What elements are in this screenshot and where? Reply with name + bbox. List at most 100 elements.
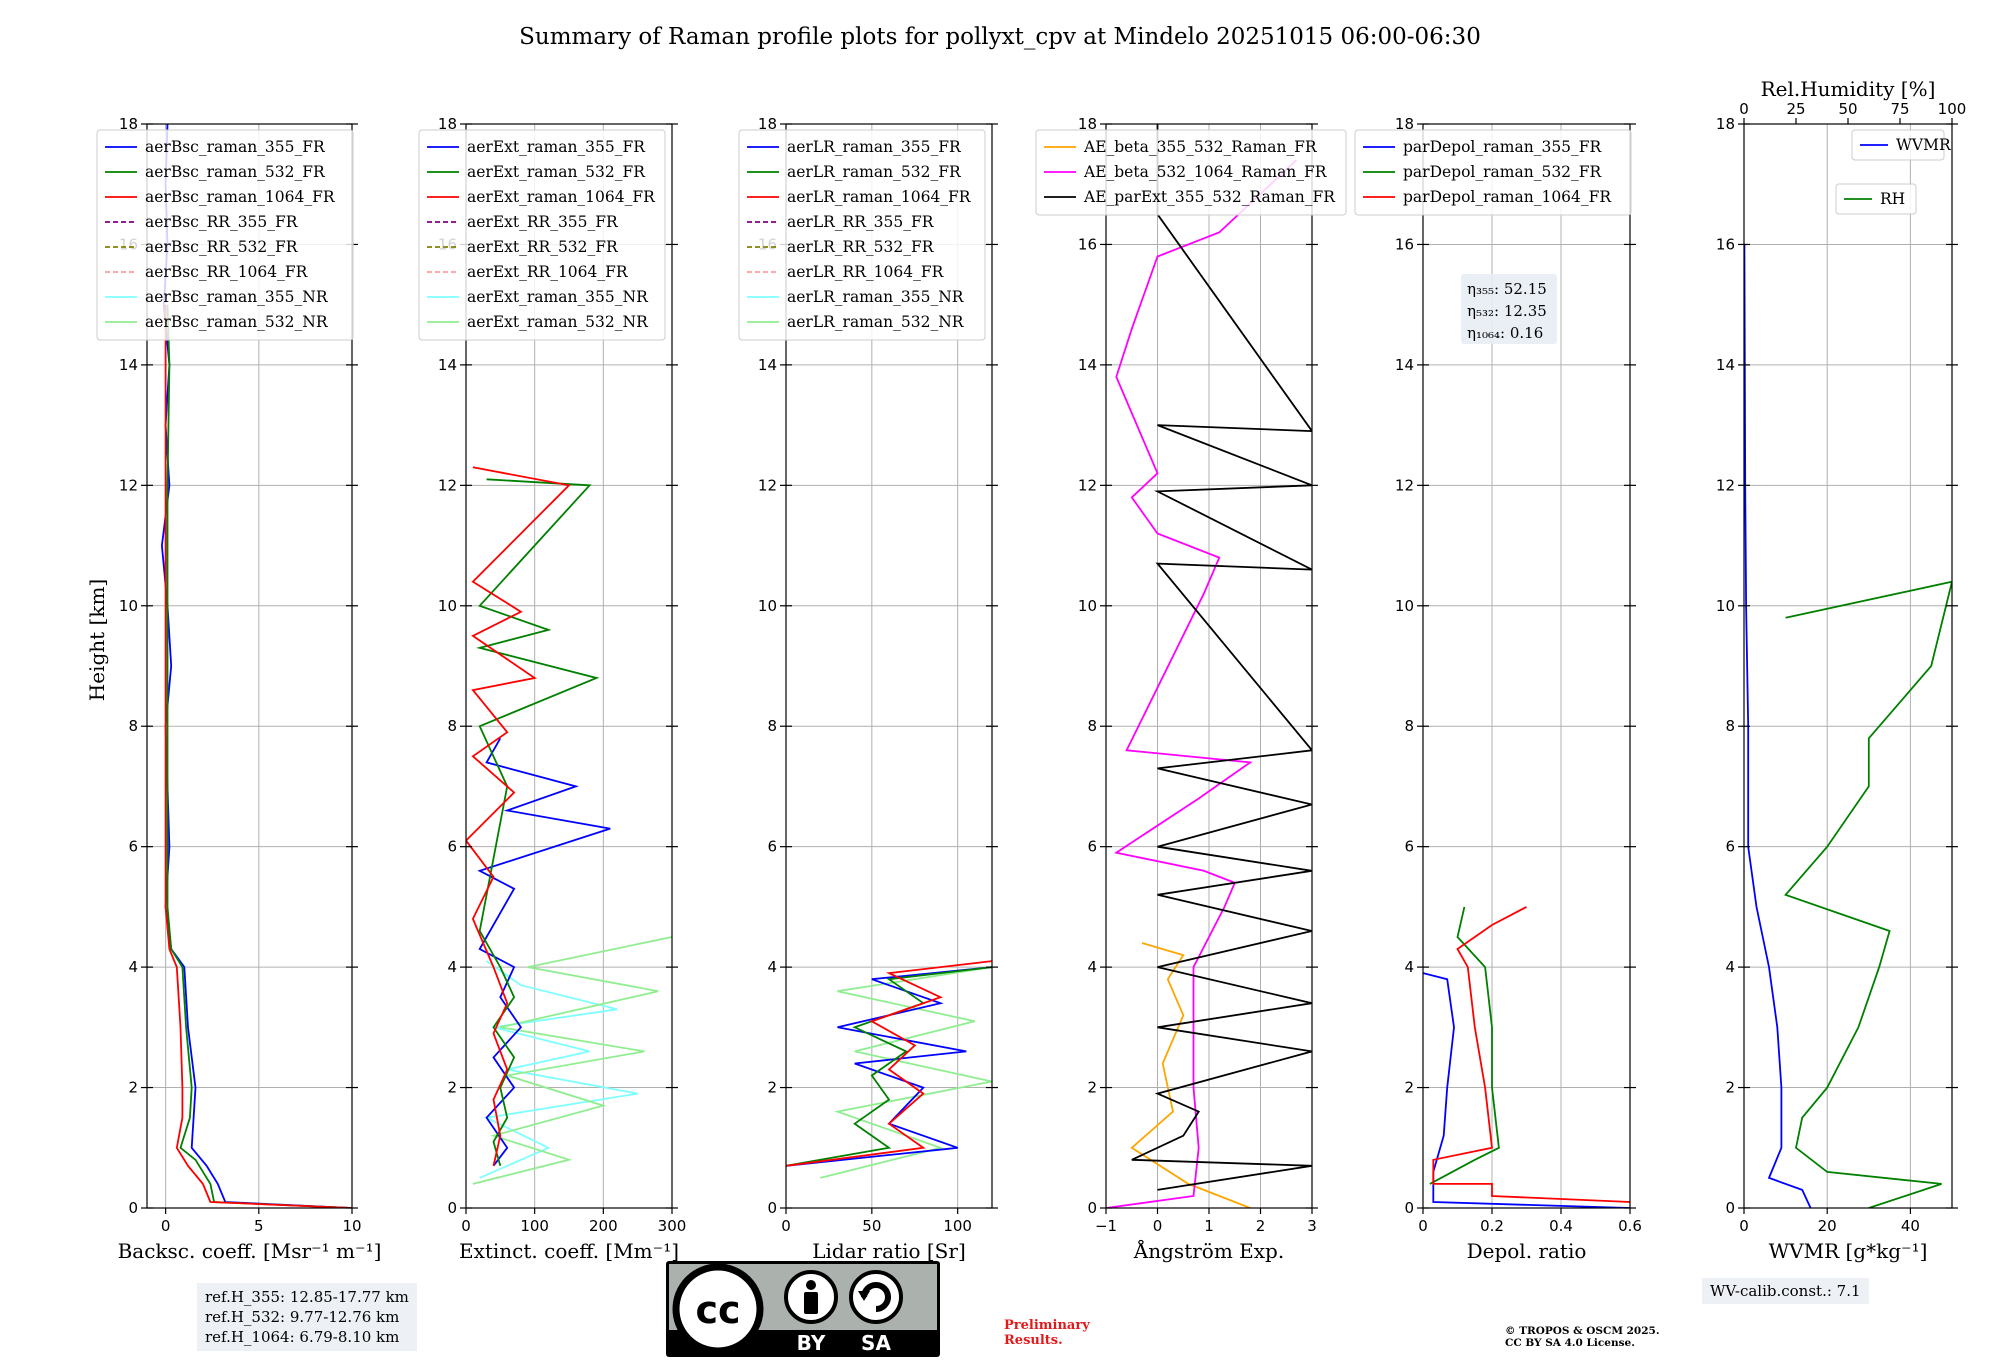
y-tick-label: 16 (1395, 235, 1414, 253)
legend-label: aerBsc_raman_532_NR (145, 313, 329, 331)
series-line-AE_parExt_355_532_Raman_FR (1131, 124, 1312, 1191)
y-tick-label: 4 (1404, 958, 1414, 976)
x-tick-label: 100 (520, 1217, 549, 1235)
legend-label: aerLR_RR_532_FR (787, 238, 935, 256)
x-tick-label: 0.2 (1480, 1217, 1504, 1235)
y-tick-label: 2 (767, 1079, 777, 1097)
y-tick-label: 4 (447, 958, 457, 976)
legend-box: aerBsc_raman_355_FR aerBsc_raman_532_FRae… (96, 129, 354, 341)
series-line-aerExt_raman_1064_FR (466, 466, 571, 1166)
y-tick-label: 18 (1716, 115, 1735, 133)
y-tick-label: 12 (1078, 476, 1097, 494)
by-person-head (806, 1280, 816, 1290)
y-tick-label: 10 (1716, 597, 1735, 615)
x-axis-label: Extinct. coeff. [Mm⁻¹] (459, 1239, 679, 1263)
eta-annotation: η₃₅₅: 52.15 η₅₃₂: 12.35 η₁₀₆₄: 0.16 (1461, 274, 1557, 344)
y-tick-label: 14 (758, 356, 777, 374)
legend-label: aerExt_RR_355_FR (467, 213, 619, 231)
series-line-aerBsc_raman_1064_FR (164, 304, 352, 1208)
legend-label: parDepol_raman_355_FR (1403, 138, 1603, 156)
x-axis-label: WVMR [g*kg⁻¹] (1769, 1239, 1928, 1263)
legend-label: aerLR_raman_532_NR (787, 313, 965, 331)
series-group (786, 960, 992, 1179)
panels-group: 0246810121416180510Backsc. coeff. [Msr⁻¹… (96, 77, 1966, 1263)
legend-frame (1035, 129, 1347, 216)
legend-label: aerExt_RR_532_FR (467, 238, 619, 256)
y-tick-label: 10 (1395, 597, 1414, 615)
legend-label: AE_parExt_355_532_Raman_FR (1083, 188, 1336, 206)
eta-box (1461, 274, 1557, 344)
legend-label: parDepol_raman_532_FR (1403, 163, 1603, 181)
series-line-aerExt_raman_532_NR (472, 936, 672, 1185)
x-tick-label: 200 (589, 1217, 618, 1235)
x-tick-label: 40 (1901, 1217, 1920, 1235)
cc-logo-text: cc (695, 1288, 740, 1332)
series-line-WVMR (1744, 244, 1812, 1208)
y-tick-label: 12 (1716, 476, 1735, 494)
legend-label: AE_beta_355_532_Raman_FR (1083, 138, 1318, 156)
x-tick-label: 5 (254, 1217, 264, 1235)
series-group (466, 466, 672, 1185)
y-tick-label: 14 (1716, 356, 1735, 374)
eta-label: η₅₃₂: 12.35 (1467, 302, 1547, 320)
y-tick-label: 12 (119, 476, 138, 494)
legend-label: aerLR_raman_532_FR (787, 163, 962, 181)
y-tick-label: 14 (438, 356, 457, 374)
legend-frame (1835, 183, 1917, 215)
by-person-body (804, 1292, 818, 1314)
series-group (1744, 244, 1952, 1208)
top-axis-label: Rel.Humidity [%] (1761, 77, 1936, 101)
y-tick-label: 6 (1087, 838, 1097, 856)
eta-label: η₃₅₅: 52.15 (1467, 280, 1547, 298)
y-tick-label: 12 (1395, 476, 1414, 494)
series-line-AE_beta_532_1064_Raman_FR (1106, 159, 1298, 1208)
y-tick-label: 6 (1404, 838, 1414, 856)
y-tick-label: 12 (758, 476, 777, 494)
y-tick-label: 10 (758, 597, 777, 615)
sa-share-icon (849, 1270, 903, 1324)
y-axis-label: Height [km] (85, 579, 109, 701)
y-tick-label: 0 (1404, 1199, 1414, 1217)
series-line-parDepol_raman_532_FR (1429, 906, 1500, 1185)
legend-label: aerExt_raman_355_NR (467, 288, 649, 306)
series-line-aerBsc_raman_532_FR (166, 304, 352, 1208)
legend-box: parDepol_raman_355_FR parDepol_raman_532_… (1354, 129, 1632, 216)
y-tick-label: 16 (1716, 235, 1735, 253)
legend-label: aerBsc_RR_532_FR (145, 238, 299, 256)
legend-label: aerBsc_raman_355_NR (145, 288, 329, 306)
x-axis-label: Ångström Exp. (1133, 1238, 1284, 1263)
x-tick-label: 0 (161, 1217, 171, 1235)
panel-ext: 0246810121416180100200300Extinct. coeff.… (418, 115, 686, 1263)
preliminary-line-2: Results. (1004, 1333, 1063, 1348)
legend-label: aerBsc_RR_355_FR (145, 213, 299, 231)
x-tick-label: 0 (1739, 1217, 1749, 1235)
series-group (160, 124, 352, 1208)
x-tick-label: 0 (461, 1217, 471, 1235)
legend-label: aerLR_RR_1064_FR (787, 263, 945, 281)
copyright-line-1: © TROPOS & OSCM 2025. (1505, 1325, 1660, 1337)
y-tick-label: 4 (128, 958, 138, 976)
panel-bsc: 0246810121416180510Backsc. coeff. [Msr⁻¹… (96, 115, 381, 1263)
x-tick-label: 10 (342, 1217, 361, 1235)
y-tick-label: 6 (767, 838, 777, 856)
eta-label: η₁₀₆₄: 0.16 (1467, 324, 1543, 342)
legend-label: RH (1880, 190, 1905, 208)
series-line-parDepol_raman_355_FR (1423, 972, 1630, 1208)
legend-label: aerExt_raman_532_NR (467, 313, 649, 331)
legend-label: WVMR (1896, 136, 1952, 154)
y-tick-label: 16 (1078, 235, 1097, 253)
legend-box: WVMR (1851, 129, 1952, 161)
y-tick-label: 14 (1395, 356, 1414, 374)
y-tick-label: 2 (128, 1079, 138, 1097)
ref-h-532: ref.H_532: 9.77-12.76 km (205, 1308, 400, 1326)
panel-frame (465, 123, 673, 1209)
legend-label: aerExt_raman_355_FR (467, 138, 646, 156)
series-line-aerLR_raman_532_NR (820, 966, 992, 1179)
sa-share-arrow (858, 1291, 870, 1301)
panel-frame (785, 123, 993, 1209)
y-tick-label: 18 (438, 115, 457, 133)
legend-frame (1851, 129, 1945, 161)
legend-frame (738, 129, 986, 341)
